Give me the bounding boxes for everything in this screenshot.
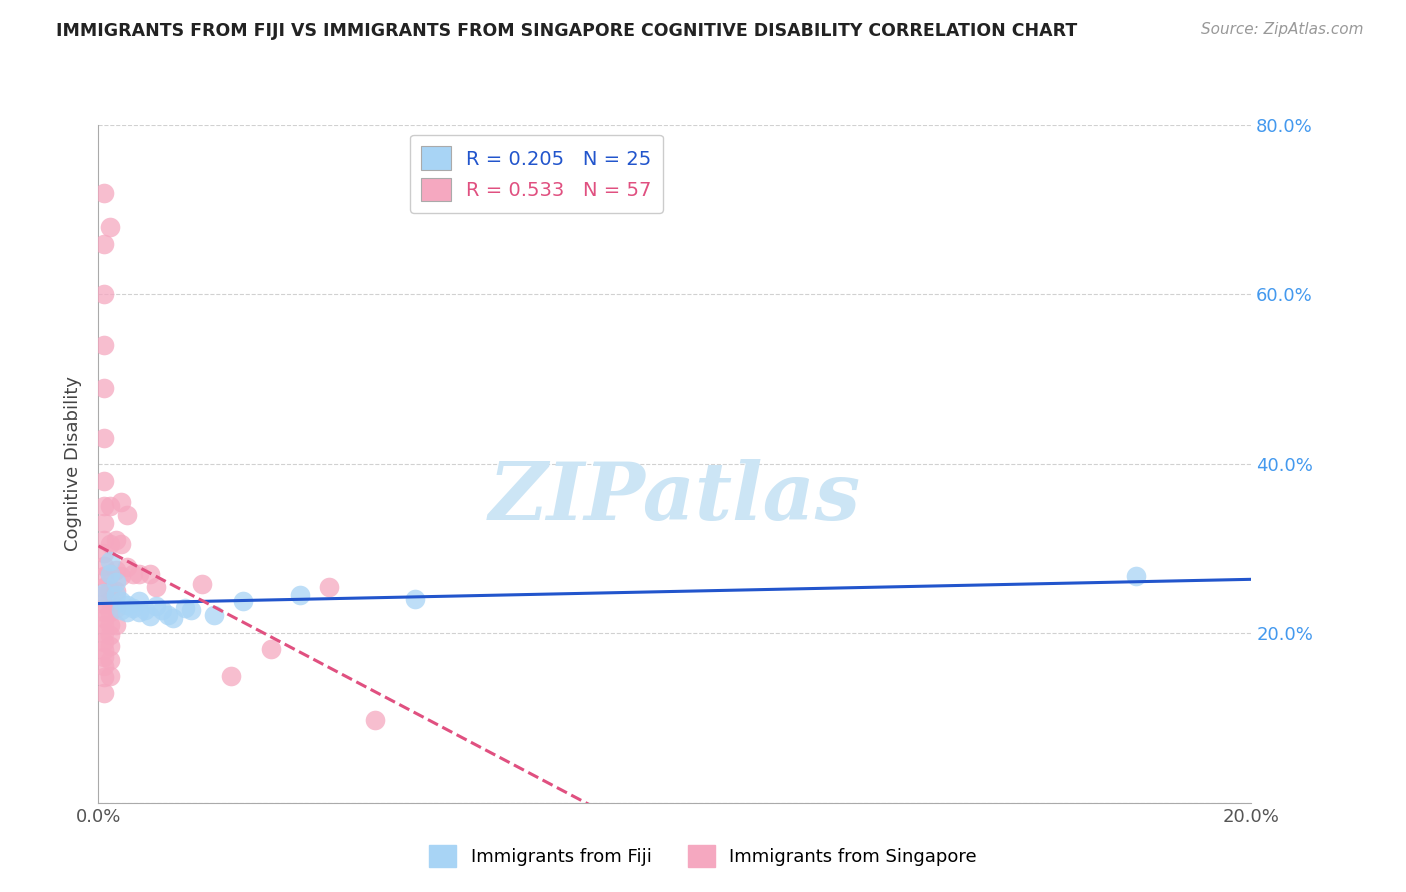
Point	[110, 594, 132, 608]
Point	[93, 635, 115, 649]
Point	[93, 287, 115, 301]
Point	[162, 611, 184, 625]
Point	[98, 219, 121, 234]
Text: Source: ZipAtlas.com: Source: ZipAtlas.com	[1201, 22, 1364, 37]
Text: ZIPatlas: ZIPatlas	[489, 459, 860, 536]
Point	[93, 643, 115, 657]
Point	[260, 641, 283, 656]
Point	[117, 508, 139, 522]
Point	[93, 685, 115, 699]
Point	[122, 601, 145, 615]
Point	[290, 588, 312, 602]
Point	[128, 605, 150, 619]
Point	[93, 558, 115, 573]
Point	[93, 588, 115, 602]
Point	[318, 580, 340, 594]
Point	[110, 602, 132, 616]
Point	[104, 533, 127, 548]
Point	[98, 500, 121, 514]
Point	[93, 533, 115, 548]
Point	[231, 594, 254, 608]
Point	[98, 639, 121, 653]
Point	[139, 609, 162, 624]
Y-axis label: Cognitive Disability: Cognitive Disability	[65, 376, 83, 551]
Point	[117, 605, 139, 619]
Point	[93, 585, 115, 599]
Point	[93, 381, 115, 395]
Point	[122, 567, 145, 582]
Point	[145, 580, 167, 594]
Point	[104, 584, 127, 599]
Point	[145, 599, 167, 614]
Point	[98, 567, 121, 582]
Legend: R = 0.205   N = 25, R = 0.533   N = 57: R = 0.205 N = 25, R = 0.533 N = 57	[409, 135, 664, 213]
Point	[93, 516, 115, 530]
Point	[93, 618, 115, 632]
Point	[93, 236, 115, 251]
Point	[174, 601, 197, 615]
Point	[128, 567, 150, 582]
Point	[93, 670, 115, 684]
Point	[93, 546, 115, 560]
Point	[219, 669, 242, 683]
Point	[104, 575, 127, 590]
Point	[93, 568, 115, 582]
Point	[98, 554, 121, 568]
Point	[98, 618, 121, 632]
Point	[117, 560, 139, 574]
Point	[191, 577, 214, 591]
Point	[104, 588, 127, 602]
Point	[110, 568, 132, 582]
Point	[128, 594, 150, 608]
Point	[98, 537, 121, 551]
Point	[364, 713, 387, 727]
Point	[104, 618, 127, 632]
Point	[93, 474, 115, 488]
Point	[93, 500, 115, 514]
Point	[98, 584, 121, 599]
Point	[104, 601, 127, 615]
Point	[150, 602, 173, 616]
Point	[93, 658, 115, 673]
Point	[156, 607, 179, 622]
Point	[405, 592, 427, 607]
Point	[93, 650, 115, 665]
Point	[202, 607, 225, 622]
Point	[93, 597, 115, 611]
Point	[98, 628, 121, 642]
Point	[93, 605, 115, 619]
Point	[93, 580, 115, 594]
Point	[93, 432, 115, 446]
Point	[98, 594, 121, 608]
Text: IMMIGRANTS FROM FIJI VS IMMIGRANTS FROM SINGAPORE COGNITIVE DISABILITY CORRELATI: IMMIGRANTS FROM FIJI VS IMMIGRANTS FROM …	[56, 22, 1077, 40]
Point	[117, 599, 139, 613]
Point	[93, 338, 115, 352]
Point	[98, 669, 121, 683]
Point	[139, 567, 162, 582]
Legend: Immigrants from Fiji, Immigrants from Singapore: Immigrants from Fiji, Immigrants from Si…	[422, 838, 984, 874]
Point	[180, 602, 202, 616]
Point	[104, 563, 127, 577]
Point	[93, 186, 115, 200]
Point	[134, 602, 156, 616]
Point	[98, 567, 121, 582]
Point	[98, 653, 121, 667]
Point	[110, 495, 132, 509]
Point	[1125, 568, 1147, 582]
Point	[93, 611, 115, 625]
Point	[98, 605, 121, 619]
Point	[93, 626, 115, 640]
Point	[110, 537, 132, 551]
